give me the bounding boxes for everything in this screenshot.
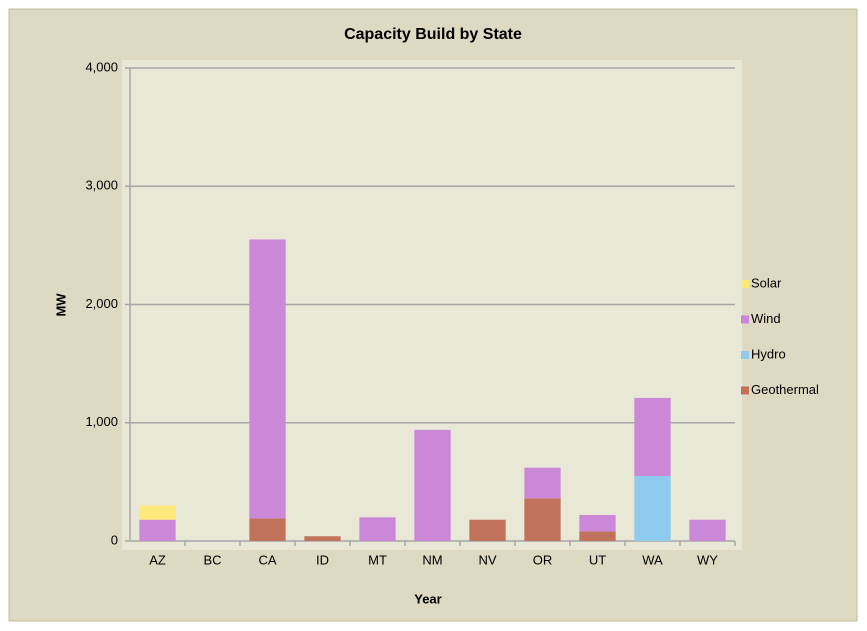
x-tick-label: AZ (149, 552, 166, 567)
x-tick-label: MT (368, 552, 387, 567)
bar-segment (524, 498, 561, 541)
x-tick-label: NM (422, 552, 442, 567)
y-tick-label: 4,000 (85, 59, 118, 74)
x-tick-label: CA (258, 552, 276, 567)
legend-label: Solar (751, 275, 782, 290)
legend-swatch (741, 351, 749, 359)
bar-segment (689, 519, 726, 541)
legend-label: Wind (751, 311, 781, 326)
chart-title: Capacity Build by State (344, 26, 522, 43)
legend-swatch (741, 386, 749, 395)
bar-segment (579, 514, 616, 532)
y-tick-label: 1,000 (85, 414, 118, 429)
legend-label: Geothermal (751, 382, 819, 397)
bar-segment (414, 429, 451, 541)
y-tick-label: 0 (111, 532, 118, 547)
bar-segment (634, 397, 671, 476)
y-axis-label: MW (53, 293, 68, 317)
bar-segment (634, 475, 671, 541)
x-axis-label: Year (414, 591, 441, 606)
bar-segment (359, 517, 396, 541)
bar-segment (524, 467, 561, 499)
bar-segment (469, 519, 506, 541)
legend-swatch (741, 280, 749, 288)
x-tick-label: NV (478, 552, 496, 567)
y-tick-label: 2,000 (85, 296, 118, 311)
bar-segment (249, 239, 286, 519)
x-tick-label: WA (642, 552, 663, 567)
bar-segment (579, 531, 616, 541)
y-tick-label: 3,000 (85, 178, 118, 193)
legend-label: Hydro (751, 346, 786, 361)
x-tick-label: BC (203, 552, 221, 567)
bar-segment (249, 518, 286, 541)
x-tick-label: OR (533, 552, 553, 567)
bar-segment (139, 505, 176, 520)
x-tick-label: WY (697, 552, 718, 567)
bar-segment (139, 519, 176, 541)
x-tick-label: ID (316, 552, 329, 567)
x-tick-label: UT (589, 552, 606, 567)
legend-swatch (741, 315, 749, 324)
bar-segment (304, 536, 341, 541)
